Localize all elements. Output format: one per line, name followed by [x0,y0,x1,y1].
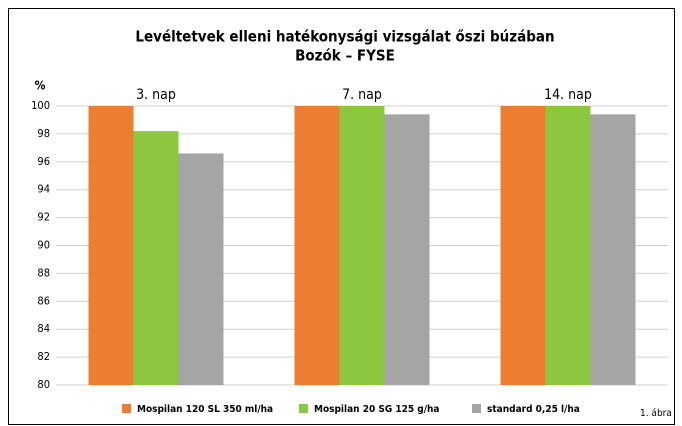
legend-label: Mospilan 120 SL 350 ml/ha [137,404,273,415]
bar [133,131,179,385]
y-tick-label: 94 [37,183,50,196]
category-label: 7. nap [342,87,382,103]
chart-title: Levéltetvek elleni hatékonysági vizsgála… [135,28,554,46]
y-tick-label: 90 [37,239,50,252]
y-tick-label: 88 [37,266,50,279]
bar [590,114,636,386]
category-label: 14. nap [544,87,592,103]
legend-label: Mospilan 20 SG 125 g/ha [314,404,439,415]
bar [294,106,340,385]
annotation: 1. ábra [640,407,672,419]
legend-swatch [122,404,131,413]
legend-swatch [299,404,308,413]
chart-subtitle: Bozók – FYSE [295,47,395,65]
bar [500,106,546,385]
y-tick-label: 100 [31,99,50,112]
bar [88,106,134,385]
frame [8,8,675,425]
bar [545,106,591,385]
y-tick-label: 96 [37,155,50,168]
y-tick-label: 82 [37,350,50,363]
legend-label: standard 0,25 l/ha [487,404,580,415]
legend-swatch [472,404,481,413]
bar [384,114,430,386]
y-tick-label: 98 [37,127,50,140]
y-axis-label: % [35,79,46,93]
bar [178,153,224,385]
category-label: 3. nap [136,87,176,103]
bar [339,106,385,385]
y-tick-label: 84 [37,322,50,335]
y-tick-label: 80 [37,378,50,391]
y-tick-label: 86 [37,294,50,307]
y-tick-label: 92 [37,211,50,224]
